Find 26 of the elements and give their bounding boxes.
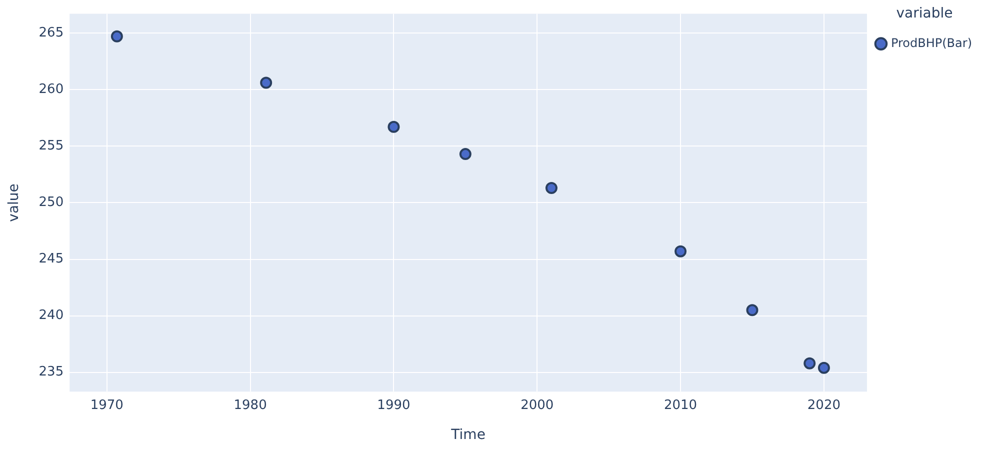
y-tick-label: 260 <box>38 82 64 97</box>
point <box>545 182 558 194</box>
point <box>818 362 830 374</box>
x-tick-label: 1970 <box>90 398 124 413</box>
point <box>674 245 687 258</box>
y-tick-label: 235 <box>38 364 64 380</box>
y-tick-label: 240 <box>38 308 64 324</box>
point <box>260 76 272 89</box>
x-tick-label: 2000 <box>520 398 554 413</box>
x-axis-title: Time <box>450 427 486 444</box>
y-tick-label: 265 <box>38 25 64 40</box>
point <box>459 148 472 160</box>
point <box>746 304 758 316</box>
point <box>388 120 400 133</box>
y-tick-label: 255 <box>38 138 64 154</box>
x-tick-label: 1980 <box>234 398 267 413</box>
x-tick-label: 2020 <box>807 398 840 413</box>
y-tick-label: 245 <box>38 252 64 267</box>
legend-title: variable <box>896 6 953 22</box>
x-tick-label: 1990 <box>377 398 410 413</box>
point <box>110 30 123 42</box>
point <box>804 357 816 370</box>
y-tick-label: 250 <box>38 195 64 210</box>
y-axis-title: value <box>6 184 22 222</box>
legend-label: ProdBHP(Bar) <box>890 36 972 50</box>
x-tick-label: 2010 <box>664 398 698 413</box>
